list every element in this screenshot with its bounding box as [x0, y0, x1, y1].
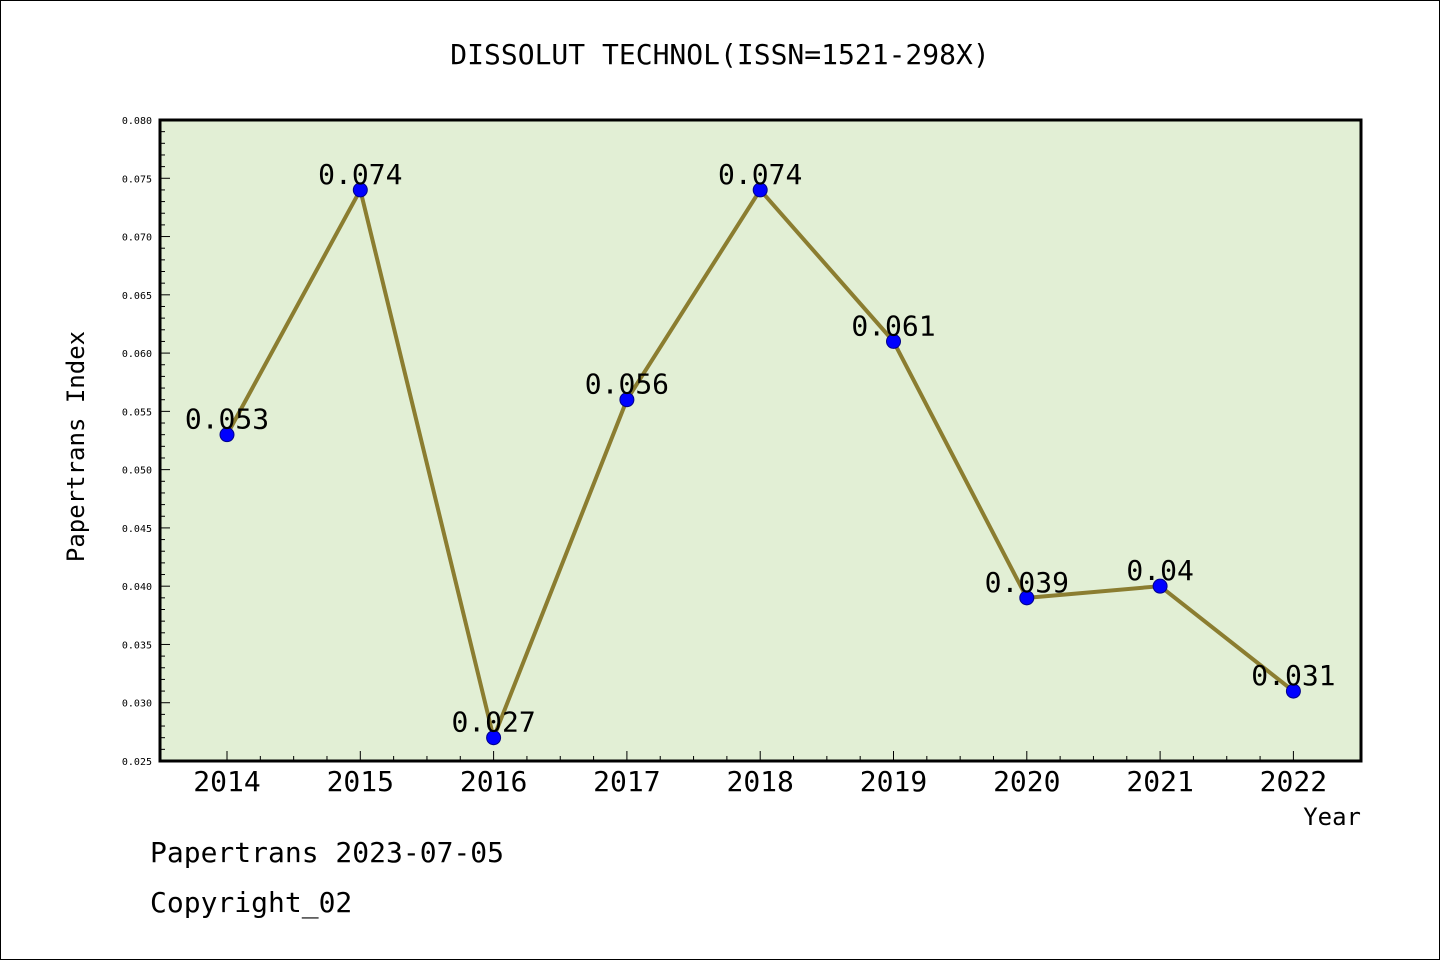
data-point — [619, 392, 635, 408]
data-point — [1019, 590, 1035, 606]
y-tick-label: 0.055 — [122, 407, 152, 418]
x-tick-label: 2021 — [1126, 765, 1193, 798]
y-tick-label: 0.075 — [122, 174, 152, 185]
data-point — [352, 182, 368, 198]
footer-copyright: Copyright_02 — [150, 886, 353, 919]
data-point — [1285, 683, 1301, 699]
data-point — [886, 333, 901, 349]
footer-date: Papertrans 2023-07-05 — [150, 836, 505, 869]
data-label: 0.061 — [851, 309, 935, 342]
x-tick-label: 2017 — [593, 765, 660, 798]
x-tick-label: 2016 — [460, 765, 527, 798]
x-tick-label: 2014 — [193, 765, 260, 798]
data-point — [486, 730, 502, 746]
x-tick-label: 2015 — [327, 765, 394, 798]
data-label: 0.04 — [1126, 554, 1193, 587]
data-label: 0.056 — [585, 368, 669, 401]
y-axis-label: Papertrans Index — [62, 331, 90, 562]
y-tick-label: 0.060 — [122, 349, 152, 360]
data-label: 0.074 — [718, 158, 802, 191]
x-tick-label: 2018 — [726, 765, 793, 798]
data-labels: 0.053 0.074 0.027 0.056 0.074 0.061 0.039 0.04 0… — [185, 158, 1336, 739]
x-axis-label: Year — [1303, 803, 1361, 831]
data-label: 0.053 — [185, 403, 269, 436]
data-label: 0.039 — [985, 566, 1069, 599]
y-tick-label: 0.030 — [122, 699, 152, 710]
y-tick-label: 0.035 — [122, 640, 152, 651]
x-axis-ticks: 2014 2015 2016 2017 2018 2019 2020 2021 2022 — [193, 751, 1327, 798]
data-label: 0.074 — [318, 158, 402, 191]
y-axis-ticks: 0.025 0.030 0.035 0.040 0.045 0.050 0.055 0.060… — [122, 116, 170, 768]
y-tick-label: 0.025 — [122, 757, 152, 768]
x-tick-label: 2020 — [993, 765, 1060, 798]
y-tick-label: 0.050 — [122, 466, 152, 477]
y-tick-label: 0.070 — [122, 233, 152, 244]
data-label: 0.027 — [451, 706, 535, 739]
data-label: 0.031 — [1251, 659, 1335, 692]
y-tick-label: 0.065 — [122, 291, 152, 302]
data-markers — [219, 182, 1301, 746]
y-tick-label: 0.045 — [122, 524, 152, 535]
plot-border — [158, 118, 1363, 763]
data-point — [752, 182, 768, 198]
y-tick-label: 0.080 — [122, 116, 152, 127]
chart-title: DISSOLUT TECHNOL(ISSN=1521-298X) — [450, 38, 990, 71]
x-tick-label: 2022 — [1260, 765, 1327, 798]
x-tick-label: 2019 — [860, 765, 927, 798]
plot-area — [160, 120, 1361, 761]
y-tick-label: 0.040 — [122, 582, 152, 593]
data-point — [1152, 578, 1168, 594]
data-point — [219, 427, 235, 443]
